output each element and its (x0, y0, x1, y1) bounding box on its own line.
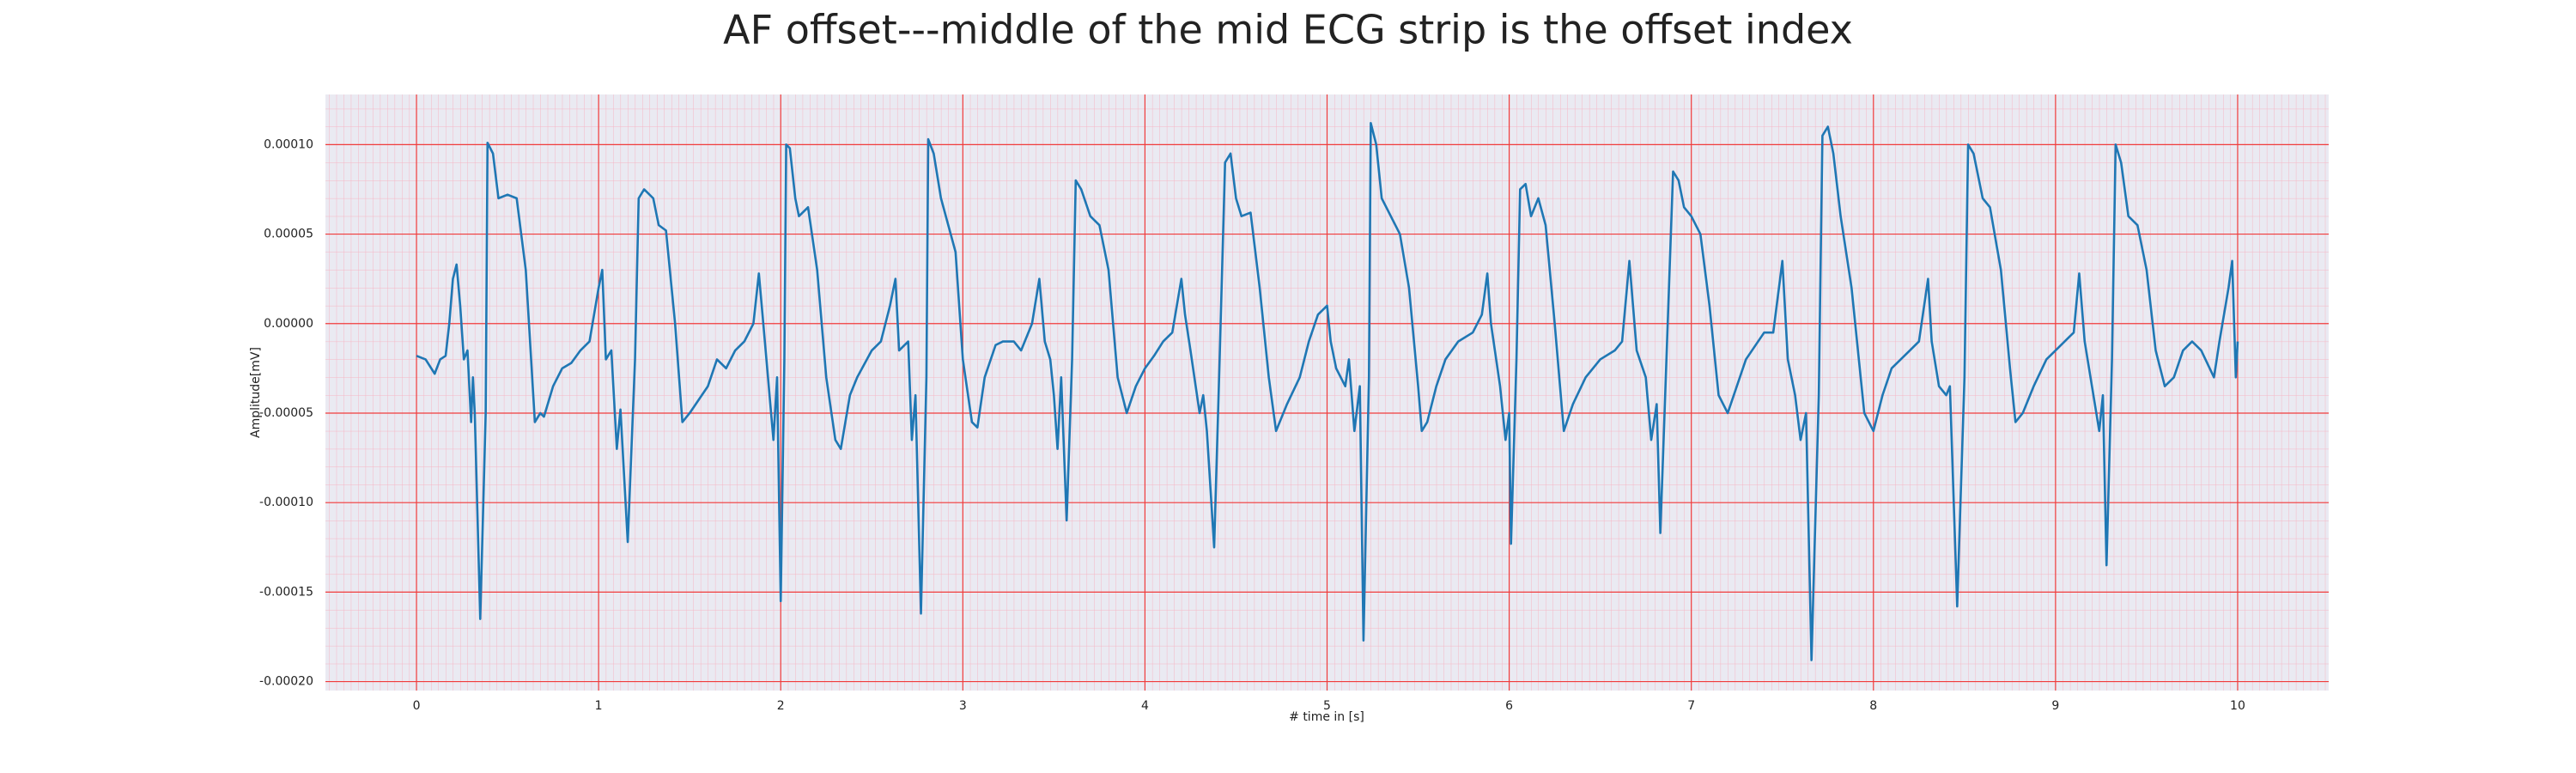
y-tick-label: -0.00010 (259, 496, 313, 509)
x-tick-label: 4 (1141, 699, 1149, 713)
x-tick-label: 5 (1323, 699, 1331, 713)
chart-title: AF offset---middle of the mid ECG strip … (723, 7, 1853, 53)
ecg-line (416, 122, 2239, 661)
x-tick-label: 6 (1505, 699, 1513, 713)
x-tick-label: 2 (777, 699, 785, 713)
x-tick-label: 9 (2051, 699, 2059, 713)
y-tick-label: 0.00000 (264, 317, 313, 331)
x-tick-label: 0 (413, 699, 421, 713)
x-tick-label: 7 (1687, 699, 1695, 713)
x-axis-label: # time in [s] (1289, 710, 1364, 724)
x-tick-label: 1 (595, 699, 603, 713)
x-tick-label: 8 (1869, 699, 1877, 713)
y-tick-label: -0.00005 (259, 406, 313, 420)
y-tick-label: -0.00020 (259, 675, 313, 689)
y-tick-label: 0.00010 (264, 137, 313, 151)
x-tick-label: 3 (959, 699, 967, 713)
y-tick-label: -0.00015 (259, 585, 313, 599)
x-tick-label: 10 (2230, 699, 2245, 713)
y-axis-label: Amplitude[mV] (249, 347, 263, 438)
y-tick-label: 0.00005 (264, 228, 313, 241)
